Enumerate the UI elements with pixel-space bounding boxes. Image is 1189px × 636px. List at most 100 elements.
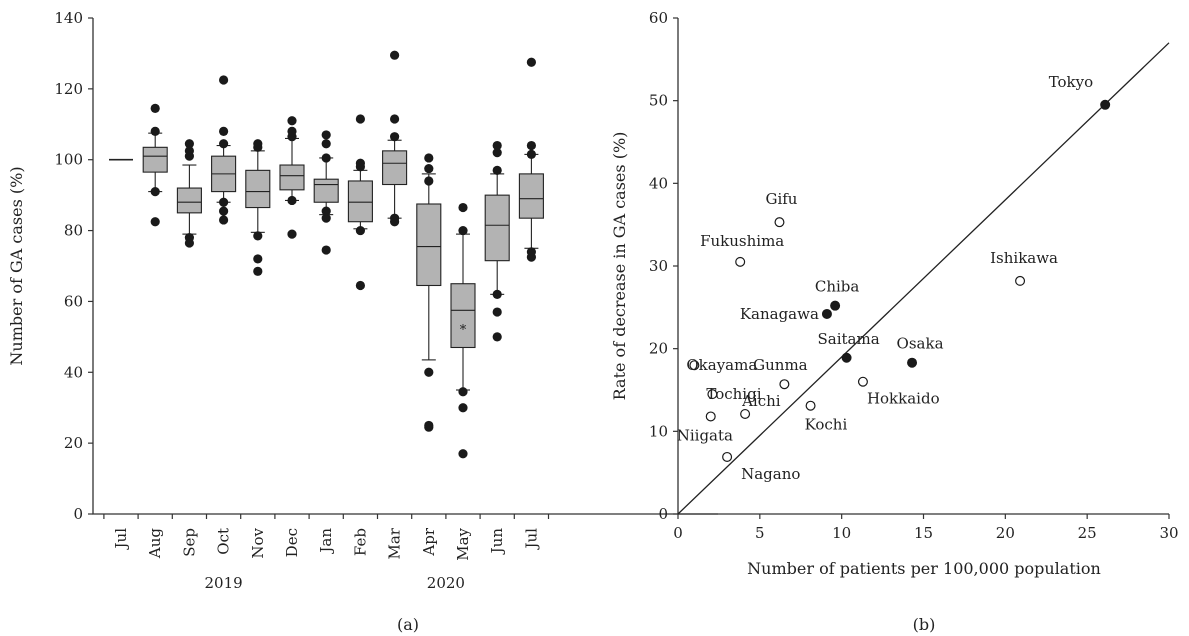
- box-plot-panel: Number of GA cases (%) 02040608010012014…: [7, 9, 718, 634]
- point-label: Chiba: [815, 278, 860, 296]
- outlier-point: [184, 233, 194, 243]
- mean-marker: *: [460, 323, 467, 338]
- x-tick-label: Dec: [283, 528, 301, 557]
- x-tick-label: 20: [996, 524, 1015, 542]
- outlier-point: [219, 75, 229, 85]
- outlier-point: [458, 387, 468, 397]
- outlier-point: [321, 206, 331, 216]
- scatter-point: [689, 360, 700, 371]
- outlier-point: [458, 403, 468, 413]
- outlier-point: [355, 280, 365, 291]
- x-tick-label: Jan: [317, 528, 335, 555]
- scatter-point: [857, 376, 868, 387]
- point-label: Ishikawa: [990, 249, 1058, 267]
- outlier-point: [219, 206, 229, 216]
- y-tick-label: 60: [64, 292, 83, 310]
- y-tick-label: 20: [649, 340, 668, 358]
- scatter-plot-x-ticks: 0 5 10 15 20 25 30: [673, 514, 1179, 542]
- outlier-point: [390, 50, 400, 60]
- point-label: Osaka: [897, 335, 944, 353]
- scatter-point: [707, 389, 718, 400]
- outlier-point: [526, 149, 537, 159]
- outlier-point: [492, 148, 502, 158]
- panel-a-label: (a): [397, 615, 419, 634]
- y-tick-label: 140: [54, 9, 83, 27]
- outlier-point: [253, 139, 263, 149]
- scatter-point: [740, 408, 751, 419]
- outlier-point: [219, 139, 229, 149]
- y-tick-label: 0: [658, 505, 668, 523]
- point-label: Nagano: [741, 465, 800, 483]
- x-tick-label: May: [454, 527, 472, 560]
- box-plot-x-ticks: Jul Aug Sep Oct Nov Dec Jan Feb Mar Apr May Jun Jul: [103, 514, 550, 561]
- scatter-point: [805, 400, 816, 411]
- outlier-point: [424, 163, 434, 174]
- x-tick-label: 10: [832, 524, 851, 542]
- iqr-box: [176, 187, 202, 214]
- scatter-point-labels: Tokyo Gifu Fukushima Ishikawa Chiba Kanagawa S…: [677, 73, 1093, 483]
- outlier-point: [184, 139, 194, 149]
- scatter-plot-y-axis-label: Rate of decrease in GA cases (%): [610, 132, 629, 401]
- outlier-point: [355, 225, 365, 236]
- outlier-point: [390, 114, 400, 124]
- outlier-point: [390, 213, 400, 223]
- iqr-box: [245, 169, 271, 209]
- outlier-point: [150, 126, 160, 136]
- y-tick-label: 40: [64, 363, 83, 381]
- panel-b-label: (b): [913, 615, 936, 634]
- iqr-box: [347, 180, 373, 223]
- scatter-point: [735, 256, 746, 267]
- x-tick-label: Jun: [488, 528, 506, 556]
- point-label: Saitama: [817, 330, 879, 348]
- outlier-point: [150, 217, 160, 227]
- iqr-box: [518, 173, 544, 219]
- outlier-point: [253, 266, 263, 276]
- x-tick-label: 25: [1078, 524, 1097, 542]
- iqr-box: [382, 150, 408, 186]
- x-tick-label: Jul: [522, 528, 540, 551]
- iqr-box: [450, 283, 476, 349]
- outlier-point: [287, 195, 297, 206]
- y-tick-label: 50: [649, 92, 668, 110]
- iqr-box: [279, 164, 305, 191]
- outlier-point: [492, 140, 502, 151]
- outlier-point: [526, 140, 537, 151]
- box-plot-year-labels: 2019 2020: [205, 574, 465, 592]
- iqr-box: [313, 178, 339, 203]
- year-label: 2020: [427, 574, 465, 592]
- trend-line: [677, 42, 1170, 515]
- x-tick-label: 5: [755, 524, 765, 542]
- point-label: Gifu: [765, 190, 797, 208]
- point-label: Aichi: [741, 392, 781, 410]
- outlier-point: [321, 213, 331, 223]
- outlier-point: [492, 307, 502, 317]
- scatter-point: [722, 451, 733, 462]
- scatter-plot-panel: Rate of decrease in GA cases (%) Number …: [610, 9, 1179, 634]
- outlier-point: [287, 116, 297, 126]
- outlier-point: [219, 126, 229, 136]
- x-tick-label: 15: [914, 524, 933, 542]
- outlier-point: [458, 225, 468, 236]
- outlier-point: [321, 153, 331, 163]
- y-tick-label: 60: [649, 9, 668, 27]
- year-label: 2019: [205, 574, 243, 592]
- y-tick-label: 10: [649, 422, 668, 440]
- outlier-point: [458, 449, 468, 459]
- outlier-point: [458, 202, 468, 213]
- y-tick-label: 80: [64, 222, 83, 240]
- x-tick-label: 30: [1159, 524, 1178, 542]
- box-plot-y-ticks: 0 20 40 60 80 100 120 140: [54, 9, 93, 523]
- scatter-point: [907, 357, 918, 368]
- iqr-box: [142, 146, 168, 173]
- point-label: Fukushima: [700, 232, 784, 250]
- x-tick-label: Jul: [112, 528, 130, 551]
- x-tick-label: Feb: [351, 528, 369, 556]
- scatter-point: [774, 217, 785, 228]
- scatter-point: [779, 379, 790, 390]
- iqr-box: [484, 194, 510, 262]
- x-tick-label: Aug: [146, 528, 164, 559]
- x-tick-label: Oct: [215, 528, 233, 555]
- outlier-point: [526, 57, 537, 67]
- box-plot-boxes: *: [109, 50, 544, 459]
